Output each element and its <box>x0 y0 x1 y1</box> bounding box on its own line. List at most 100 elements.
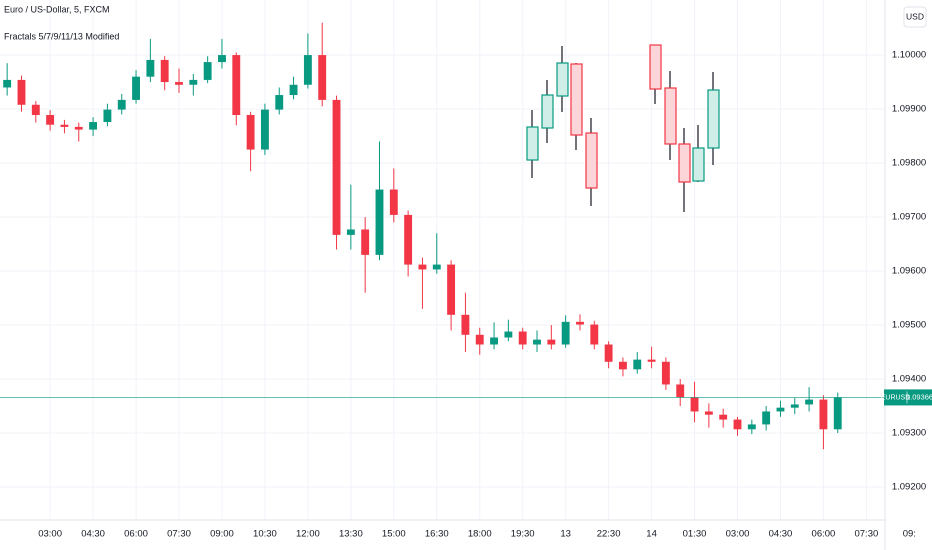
candle-body <box>17 79 26 105</box>
candle-body <box>690 397 699 412</box>
currency[interactable]: USD <box>906 11 924 21</box>
candle-body <box>3 79 12 88</box>
candle-body <box>762 411 771 425</box>
x-tick-label: 13:30 <box>339 529 363 540</box>
candles <box>3 22 842 450</box>
candle-body <box>332 99 341 235</box>
candle-body <box>618 361 627 370</box>
candle-body <box>74 126 83 130</box>
candle-body <box>747 424 756 430</box>
x-tick-label: 15:00 <box>382 529 406 540</box>
x-tick-label: 03:00 <box>38 529 62 540</box>
y-tick-label: 1.10000 <box>892 50 926 61</box>
candle-body <box>203 62 212 80</box>
candle-body <box>475 334 484 345</box>
candle-body <box>604 344 613 362</box>
fractal-illustration <box>526 44 720 212</box>
y-tick-label: 1.09700 <box>892 212 926 223</box>
candle-body <box>361 229 370 255</box>
x-tick-label: 22:30 <box>597 529 621 540</box>
candle-body <box>146 59 155 77</box>
candle-body <box>461 314 470 335</box>
candle-body <box>117 99 126 110</box>
x-tick-label: 03:00 <box>726 529 750 540</box>
candle-body <box>160 59 169 83</box>
candle-body <box>561 321 570 345</box>
candle-body <box>232 55 241 116</box>
candle-body <box>289 84 298 96</box>
candle-body <box>833 397 842 430</box>
candle-body <box>704 411 713 415</box>
candle-body <box>576 321 584 325</box>
candle-body <box>790 404 799 408</box>
y-tick-label: 1.09900 <box>892 104 926 115</box>
candle-body <box>719 414 728 420</box>
candle-body <box>389 189 398 215</box>
x-tick-label: 07:30 <box>854 529 878 540</box>
x-tick-label: 01:30 <box>683 529 707 540</box>
candle-body <box>218 55 226 63</box>
x-tick-label: 06:00 <box>124 529 148 540</box>
candle-body <box>533 339 541 345</box>
y-tick-label: 1.09800 <box>892 158 926 169</box>
candle-body <box>590 324 599 345</box>
x-tick-label: 07:30 <box>167 529 191 540</box>
candle-body <box>303 55 312 85</box>
y-tick-label: 1.09300 <box>892 428 926 439</box>
candle-body <box>676 384 685 398</box>
x-tick-label: 10:30 <box>253 529 277 540</box>
candle-body <box>318 55 327 100</box>
candle-body <box>633 359 642 370</box>
candle-body <box>189 79 198 85</box>
x-tick-label: 12:00 <box>296 529 320 540</box>
candle-body <box>260 109 269 150</box>
candle-body <box>404 214 413 265</box>
candle-body <box>661 361 670 385</box>
candle-body <box>647 359 656 362</box>
y-tick-label: 1.09500 <box>892 320 926 331</box>
candle-body <box>89 122 98 130</box>
candle-body <box>518 331 527 345</box>
y-tick-label: 1.09200 <box>892 482 926 493</box>
x-tick-label: 09: <box>903 529 916 540</box>
x-tick-label: 09:00 <box>210 529 234 540</box>
candle-body <box>819 399 828 430</box>
candle-body <box>175 82 183 85</box>
candle-body <box>375 189 384 255</box>
symbol-tag-bg <box>884 389 932 406</box>
candle-body <box>132 76 140 100</box>
axes: 1.09200 1.09300 1.09400 1.09500 1.09600 1.097… <box>0 50 932 540</box>
candle-body <box>346 229 355 235</box>
y-tick-label: 1.09400 <box>892 374 926 385</box>
x-tick-label: 04:30 <box>81 529 105 540</box>
x-tick-label: 04:30 <box>769 529 793 540</box>
chart-title: Euro / US-Dollar, 5, FXCM <box>4 4 110 14</box>
candle-body <box>490 337 498 345</box>
candle-body <box>805 399 814 405</box>
indicator-name: Fractals 5/7/9/11/13 Modified <box>4 31 119 41</box>
candle-body <box>60 124 69 127</box>
y-tick-label: 1.09600 <box>892 266 926 277</box>
symbol-tag: EURUSD <box>881 394 911 401</box>
grid <box>0 0 885 520</box>
candle-body <box>31 104 40 116</box>
candle-body <box>776 407 785 412</box>
x-tick-label: 18:00 <box>468 529 492 540</box>
candle-body <box>103 109 112 123</box>
candle-body <box>733 419 742 430</box>
currency-box[interactable] <box>903 6 927 28</box>
candle-body <box>246 115 255 150</box>
x-tick-label: 16:30 <box>425 529 449 540</box>
last-price-label: 1.09366 <box>906 392 932 401</box>
x-tick-label: 13 <box>560 529 571 540</box>
x-tick-label: 14 <box>646 529 657 540</box>
x-tick-label: 19:30 <box>511 529 535 540</box>
candle-body <box>275 95 284 110</box>
candle-body <box>46 115 55 125</box>
candle-body <box>547 339 556 345</box>
x-tick-label: 06:00 <box>812 529 836 540</box>
candle-body <box>504 331 513 338</box>
candle-body <box>447 264 456 315</box>
